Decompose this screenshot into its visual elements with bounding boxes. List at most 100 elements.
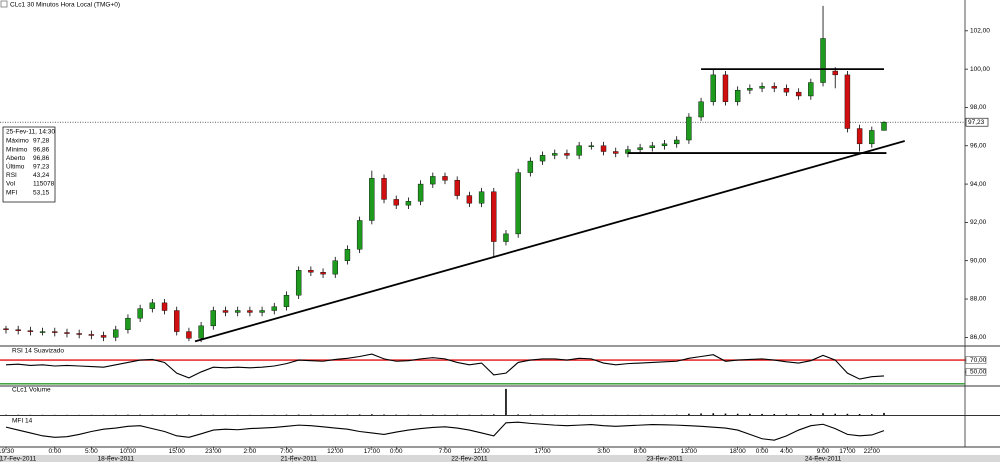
- candle-body: [3, 328, 9, 330]
- x-tick-label: 8:00: [634, 448, 647, 455]
- volume-bar: [517, 414, 519, 415]
- x-tick-label: 17:00: [364, 448, 381, 455]
- candle-body: [856, 128, 863, 145]
- volume-bar: [749, 413, 751, 415]
- date-label: 24-Fev-2011: [805, 456, 842, 462]
- candle-body: [27, 330, 34, 332]
- y-tick-label: 96,00: [970, 142, 987, 149]
- info-label: RSI: [6, 172, 17, 179]
- candle-body: [344, 249, 351, 261]
- indicator-line: [5, 421, 885, 441]
- info-box: [2, 126, 56, 203]
- candle-body: [137, 308, 143, 319]
- volume-bar: [858, 414, 861, 415]
- date-label: 17-Fev-2011: [0, 456, 37, 462]
- candle-body: [271, 306, 277, 311]
- y-tick-label: 88,00: [970, 296, 987, 303]
- indicator-line: [5, 353, 885, 380]
- candle-body: [576, 145, 582, 156]
- candle-body: [722, 74, 729, 102]
- x-tick-label: 0:00: [48, 448, 61, 455]
- y-tick-box: [965, 356, 987, 364]
- candle-body: [844, 74, 851, 129]
- candle-body: [588, 145, 595, 147]
- x-tick-label: 23:00: [205, 448, 222, 455]
- x-tick-label: 9:00: [817, 448, 830, 455]
- candle-body: [564, 153, 570, 156]
- candle-body: [881, 122, 887, 131]
- candle-body: [613, 151, 619, 154]
- volume-bar: [846, 413, 849, 415]
- panel-title: CLc1 Volume: [12, 387, 51, 394]
- x-tick-label: 2:00: [244, 448, 257, 455]
- volume-bar: [688, 413, 690, 415]
- info-value: 96,86: [33, 155, 50, 162]
- date-label: 22-Fev-2011: [451, 456, 488, 462]
- volume-bar: [797, 414, 800, 415]
- info-value: 97,23: [33, 164, 50, 171]
- candle-body: [100, 335, 107, 338]
- date-label: 18-Fev-2011: [98, 456, 135, 462]
- candle-body: [430, 176, 436, 185]
- candle-body: [527, 160, 534, 173]
- candle-body: [369, 178, 375, 221]
- candle-body: [661, 143, 668, 146]
- candle-body: [783, 88, 790, 93]
- date-label: 21-Fev-2011: [280, 456, 317, 462]
- y-tick-label: 86,00: [970, 334, 987, 341]
- panel-title: MFI 14: [12, 418, 33, 425]
- candle-body: [454, 180, 460, 196]
- candle-body: [771, 86, 777, 89]
- candle-body: [210, 310, 217, 327]
- chart-title: CLc1 30 Minutos Hora Local (TMG+0): [10, 2, 120, 9]
- x-tick-label: 17:00: [839, 448, 856, 455]
- info-label: MFI: [6, 189, 17, 196]
- x-tick-label: 17:00: [534, 448, 551, 455]
- candle-body: [356, 220, 363, 250]
- candle-body: [637, 147, 643, 150]
- info-title: 25-Fev-11, 14:30: [6, 129, 55, 136]
- candle-body: [149, 302, 156, 309]
- volume-bar: [700, 413, 702, 415]
- candle-body: [332, 260, 338, 275]
- candle-body: [381, 178, 387, 200]
- candle-body: [259, 310, 265, 313]
- candle-body: [125, 317, 131, 330]
- y-tick-box: [965, 368, 987, 376]
- candle-body: [174, 310, 180, 332]
- volume-bar: [761, 413, 763, 415]
- volume-bar: [505, 388, 507, 415]
- y-tick-label: 50,00: [970, 369, 987, 376]
- y-tick-label: 90,00: [970, 257, 987, 264]
- volume-bar: [883, 412, 885, 415]
- y-tick-label: 94,00: [970, 181, 987, 188]
- candle-body: [234, 310, 241, 313]
- candle-body: [222, 310, 229, 313]
- info-value: 96,86: [33, 146, 50, 153]
- info-label: Último: [6, 162, 25, 171]
- x-tick-label: 0:00: [390, 448, 403, 455]
- info-label: Mínimo: [6, 146, 28, 153]
- candle-body: [478, 191, 485, 204]
- candle-body: [308, 270, 314, 273]
- candle-body: [15, 329, 21, 331]
- candle-body: [600, 145, 607, 152]
- candle-body: [649, 145, 656, 148]
- candle-body: [295, 270, 302, 296]
- volume-bar: [773, 414, 776, 415]
- candle-body: [795, 91, 802, 97]
- candle-body: [698, 101, 704, 118]
- date-band: [0, 455, 1000, 462]
- x-tick-label: 3:00: [597, 448, 610, 455]
- candle-body: [869, 130, 875, 145]
- volume-bar: [810, 413, 812, 415]
- candle-body: [88, 334, 95, 336]
- x-tick-label: 12:00: [473, 448, 490, 455]
- candle-body: [747, 88, 753, 91]
- x-tick-label: 7:00: [439, 448, 452, 455]
- candle-body: [552, 153, 558, 156]
- date-label: 23-Fev-2011: [646, 456, 683, 462]
- candle-body: [113, 329, 119, 338]
